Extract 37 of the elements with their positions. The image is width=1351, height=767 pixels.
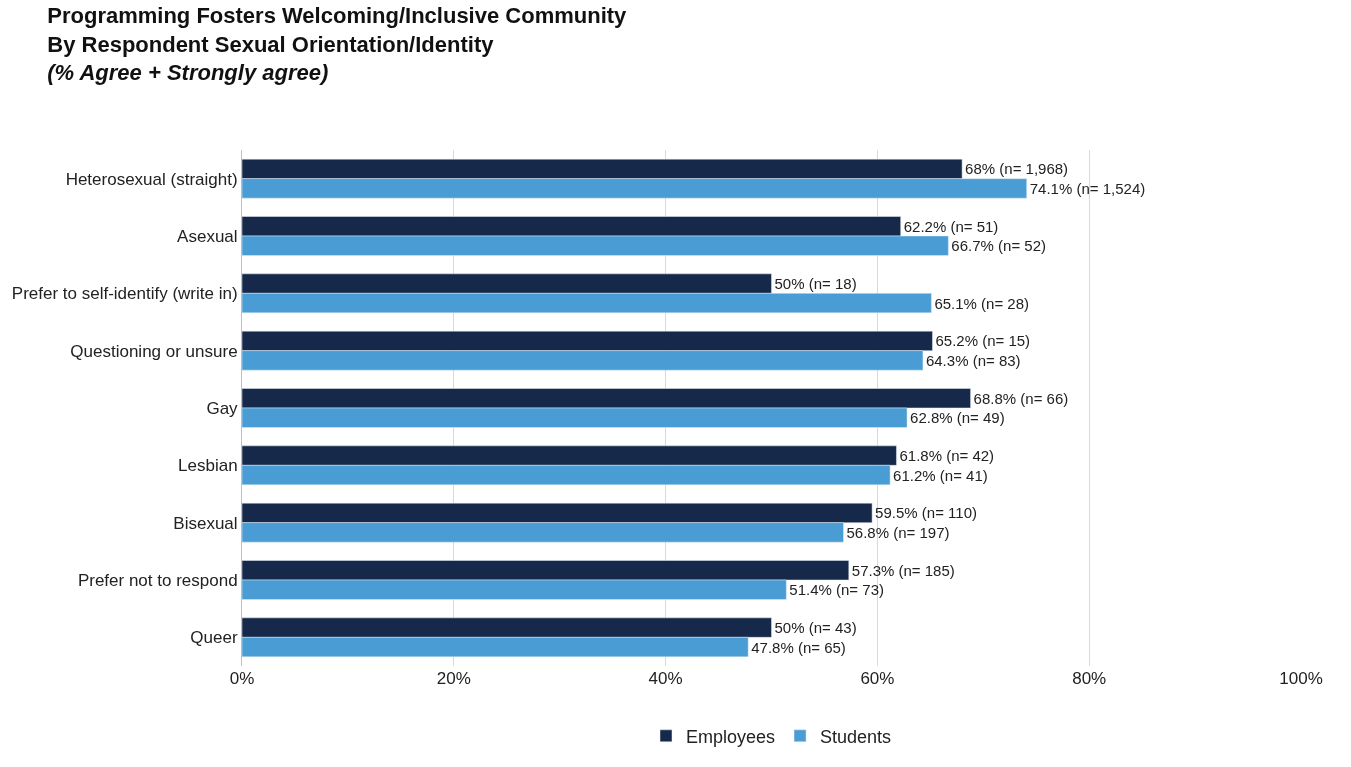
- y-tick-label: Gay: [206, 398, 239, 418]
- y-tick-label: Bisexual: [173, 513, 238, 533]
- data-label: 57.3% (n= 185): [851, 561, 955, 579]
- y-tick-label: Asexual: [177, 226, 238, 246]
- data-label: 51.4% (n= 73): [789, 581, 884, 599]
- x-tick-label: 100%: [1279, 669, 1323, 688]
- data-label: 50% (n= 18): [774, 275, 857, 293]
- y-tick-label: Questioning or unsure: [70, 341, 238, 361]
- x-tick-label: 80%: [1072, 669, 1107, 688]
- chart-title: Programming Fosters Welcoming/Inclusive Community By Respondent Sexual Orientation/Identity: [47, 3, 628, 57]
- y-tick-label: Lesbian: [178, 456, 238, 476]
- y-tick-label: Prefer to self-identify (write in): [11, 284, 238, 304]
- data-label: 50% (n= 43): [774, 619, 857, 637]
- data-label: 56.8% (n= 197): [846, 523, 950, 541]
- data-label: 61.2% (n= 41): [893, 466, 988, 484]
- data-label: 68.8% (n= 66): [973, 389, 1069, 407]
- legend-label: Students: [820, 726, 892, 747]
- data-label: 68% (n= 1,968): [965, 160, 1069, 178]
- data-label: 74.1% (n= 1,524): [1029, 179, 1146, 197]
- data-label: 66.7% (n= 52): [951, 237, 1047, 255]
- data-label: 65.1% (n= 28): [934, 294, 1030, 312]
- data-label: 61.8% (n= 42): [899, 447, 995, 465]
- data-label: 64.3% (n= 83): [925, 351, 1021, 369]
- legend-label: Employees: [686, 726, 776, 747]
- y-tick-label: Prefer not to respond: [77, 570, 238, 590]
- data-label: 65.2% (n= 15): [935, 332, 1031, 350]
- data-label: 47.8% (n= 65): [751, 638, 846, 656]
- y-tick-label: Heterosexual (straight): [65, 169, 238, 189]
- x-tick-label: 60%: [860, 669, 895, 688]
- data-label: 62.8% (n= 49): [910, 409, 1005, 427]
- data-label: 59.5% (n= 110): [875, 504, 977, 522]
- x-tick-label: 40%: [648, 669, 683, 688]
- y-tick-label: Queer: [190, 628, 238, 648]
- x-tick-label: 0%: [229, 669, 255, 688]
- data-label: 62.2% (n= 51): [903, 217, 999, 235]
- chart-subtitle: (% Agree + Strongly agree): [47, 60, 329, 86]
- x-tick-label: 20%: [436, 669, 471, 688]
